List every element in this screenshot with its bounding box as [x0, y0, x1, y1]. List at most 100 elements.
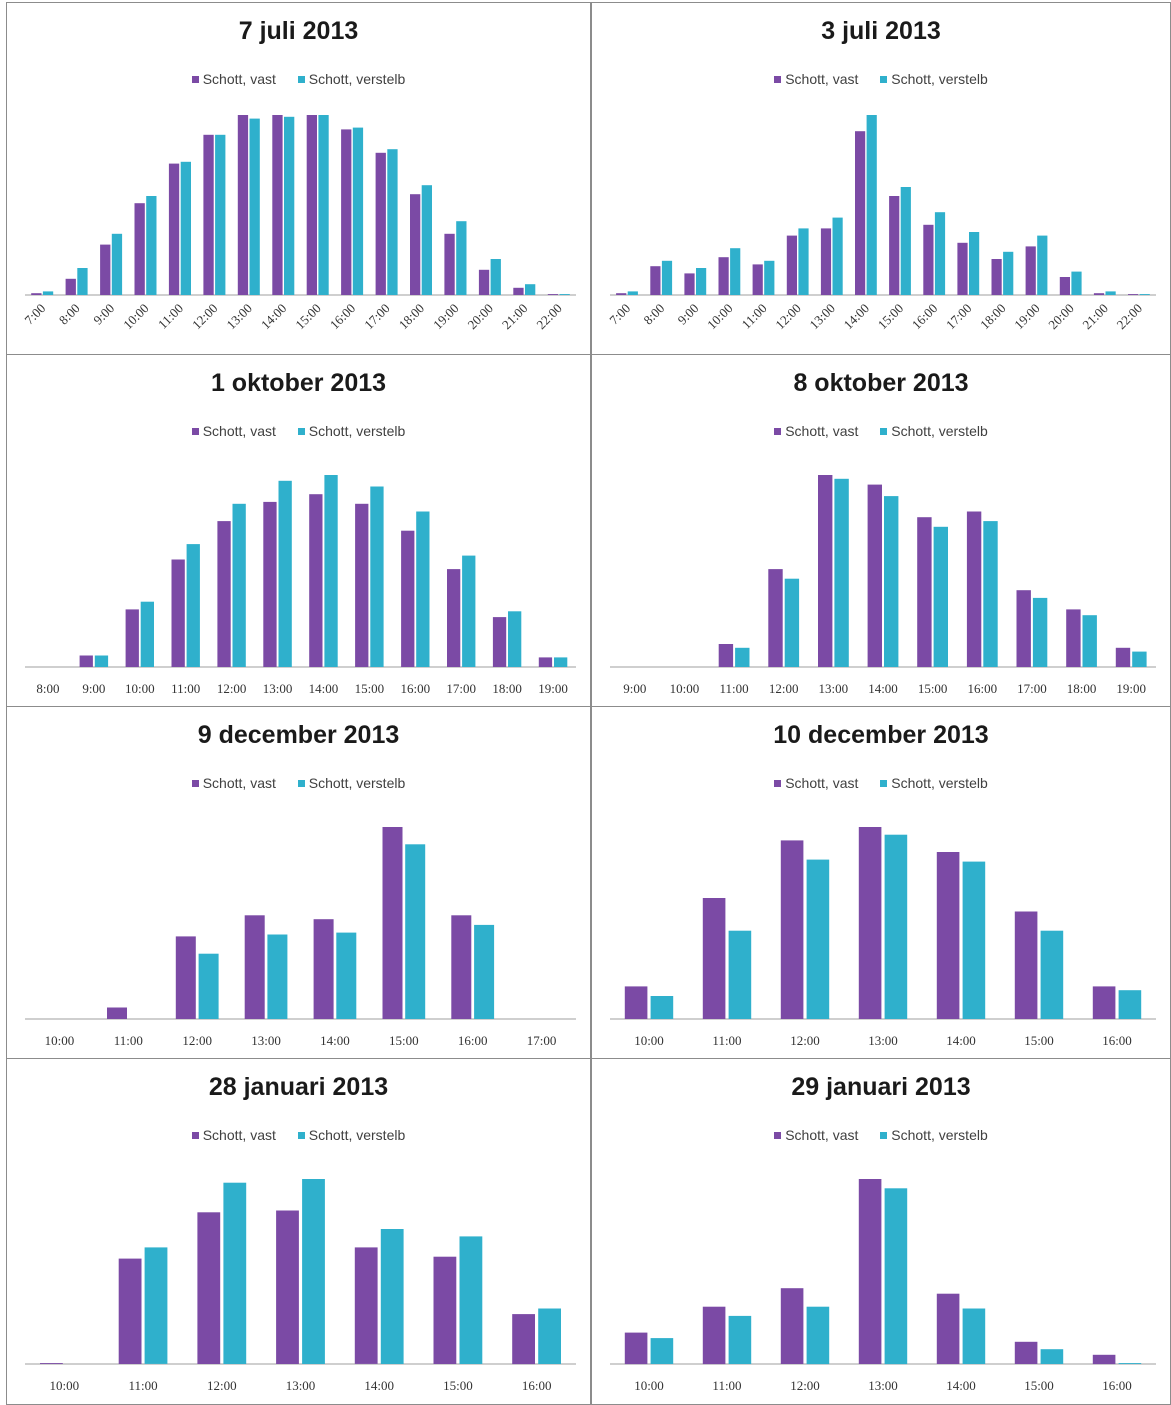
- chart-plot: 7:00 8:00 9:00 10:00 11:00 12:00 13:00 14:00 15:…: [606, 115, 1156, 333]
- x-tick-label: 19:00: [430, 301, 462, 333]
- bar-verstelb: [962, 861, 986, 1019]
- bar-verstelb: [456, 221, 467, 295]
- bar-verstelb: [267, 934, 288, 1019]
- legend-label-vast: Schott, vast: [785, 71, 859, 87]
- x-tick-label: 15:00: [389, 1033, 419, 1048]
- bar-vast: [125, 609, 139, 667]
- x-tick-label: 22:00: [533, 301, 565, 333]
- bar-verstelb: [380, 1229, 404, 1364]
- bar-verstelb: [144, 1247, 168, 1364]
- legend-label-vast: Schott, vast: [202, 423, 276, 439]
- bar-vast: [768, 569, 783, 667]
- bar-vast: [702, 898, 726, 1019]
- bar-verstelb: [764, 260, 775, 295]
- bar-vast: [354, 1247, 378, 1364]
- chart-plot: 8:00 9:00 10:00 11:00 12:00 13:00 14:00 15:00 16…: [25, 475, 576, 696]
- x-tick-label: 11:00: [114, 1033, 143, 1048]
- bar-vast: [616, 293, 627, 295]
- bar-verstelb: [421, 185, 432, 295]
- legend-label-verstelb: Schott, verstelb: [308, 71, 406, 87]
- x-tick-label: 14:00: [320, 1033, 350, 1048]
- bar-vast: [718, 257, 729, 295]
- legend-swatch-verstelb: [297, 428, 305, 435]
- x-tick-label: 11:00: [720, 681, 749, 696]
- bar-verstelb: [933, 526, 948, 667]
- legend-swatch-vast: [774, 780, 782, 787]
- legend-label-verstelb: Schott, verstelb: [891, 423, 988, 439]
- x-tick-label: 7:00: [21, 301, 48, 328]
- x-tick-label: 15:00: [443, 1378, 473, 1393]
- bar-vast: [936, 1293, 960, 1364]
- chart-plot: 10:00 11:00 12:00 13:00 14:00 15:00 16:00: [25, 1179, 576, 1393]
- legend-label-verstelb: Schott, verstelb: [891, 71, 988, 87]
- x-tick-label: 7:00: [606, 301, 633, 328]
- bar-verstelb: [1040, 930, 1064, 1019]
- bar-vast: [65, 278, 76, 295]
- x-tick-label: 14:00: [841, 301, 873, 333]
- x-tick-label: 16:00: [1102, 1033, 1132, 1048]
- chart-legend: Schott, vast Schott, verstelb: [592, 775, 1170, 791]
- legend-item-vast: Schott, vast: [191, 423, 276, 439]
- bar-vast: [1059, 277, 1070, 295]
- bar-vast: [1016, 590, 1031, 667]
- bar-verstelb: [336, 932, 357, 1019]
- legend-item-vast: Schott, vast: [191, 775, 276, 791]
- bar-verstelb: [198, 953, 219, 1019]
- chart-plot: 10:00 11:00 12:00 13:00 14:00 15:00 16:00: [610, 827, 1156, 1048]
- bar-verstelb: [728, 930, 752, 1019]
- bar-verstelb: [459, 1236, 483, 1364]
- bar-verstelb: [884, 834, 908, 1019]
- bar-verstelb: [474, 924, 495, 1019]
- bar-vast: [858, 1179, 882, 1364]
- bar-verstelb: [1132, 651, 1147, 667]
- legend-swatch-vast: [774, 428, 782, 435]
- x-tick-label: 21:00: [1079, 301, 1111, 333]
- bar-verstelb: [1105, 291, 1116, 295]
- bar-verstelb: [525, 284, 536, 295]
- bar-vast: [538, 657, 553, 667]
- bar-vast: [858, 827, 882, 1019]
- bar-verstelb: [94, 655, 109, 667]
- legend-label-verstelb: Schott, verstelb: [891, 775, 988, 791]
- bar-vast: [780, 840, 804, 1019]
- bar-verstelb: [934, 212, 946, 295]
- bar-vast: [355, 503, 369, 667]
- x-tick-label: 8:00: [56, 301, 83, 328]
- x-tick-label: 10:00: [45, 1033, 75, 1048]
- chart-plot: 7:00 8:00 9:00 10:00 11:00 12:00 13:00 14:00 15:…: [21, 115, 576, 333]
- bar-verstelb: [884, 496, 899, 667]
- x-tick-label: 19:00: [1011, 301, 1043, 333]
- bar-verstelb: [730, 248, 741, 295]
- bar-verstelb: [650, 996, 674, 1019]
- x-tick-label: 13:00: [819, 681, 849, 696]
- bar-vast: [313, 919, 334, 1019]
- bar-verstelb: [735, 647, 750, 667]
- bar-verstelb: [416, 511, 430, 667]
- bar-verstelb: [318, 115, 329, 295]
- bar-verstelb: [962, 1308, 986, 1364]
- bar-vast: [40, 1363, 63, 1364]
- chart-title: 8 oktober 2013: [793, 369, 969, 397]
- bar-vast: [702, 1306, 726, 1365]
- bar-vast: [433, 1256, 457, 1364]
- x-tick-label: 10:00: [120, 301, 152, 333]
- chart-legend: Schott, vast Schott, verstelb: [592, 1127, 1170, 1143]
- x-tick-label: 16:00: [400, 681, 430, 696]
- legend-item-verstelb: Schott, verstelb: [297, 423, 405, 439]
- bar-vast: [478, 269, 490, 295]
- bar-verstelb: [352, 127, 364, 295]
- bar-verstelb: [554, 657, 568, 667]
- bar-vast: [513, 287, 524, 295]
- legend-item-verstelb: Schott, verstelb: [297, 71, 406, 87]
- bar-vast: [31, 293, 42, 295]
- bar-verstelb: [627, 291, 638, 295]
- bar-verstelb: [180, 161, 191, 295]
- legend-item-vast: Schott, vast: [774, 423, 858, 439]
- bar-verstelb: [146, 196, 157, 295]
- bar-vast: [272, 115, 283, 295]
- x-tick-label: 17:00: [446, 681, 476, 696]
- bar-verstelb: [77, 268, 88, 295]
- bar-vast: [684, 273, 695, 295]
- bar-vast: [100, 244, 111, 295]
- x-tick-label: 12:00: [790, 1378, 820, 1393]
